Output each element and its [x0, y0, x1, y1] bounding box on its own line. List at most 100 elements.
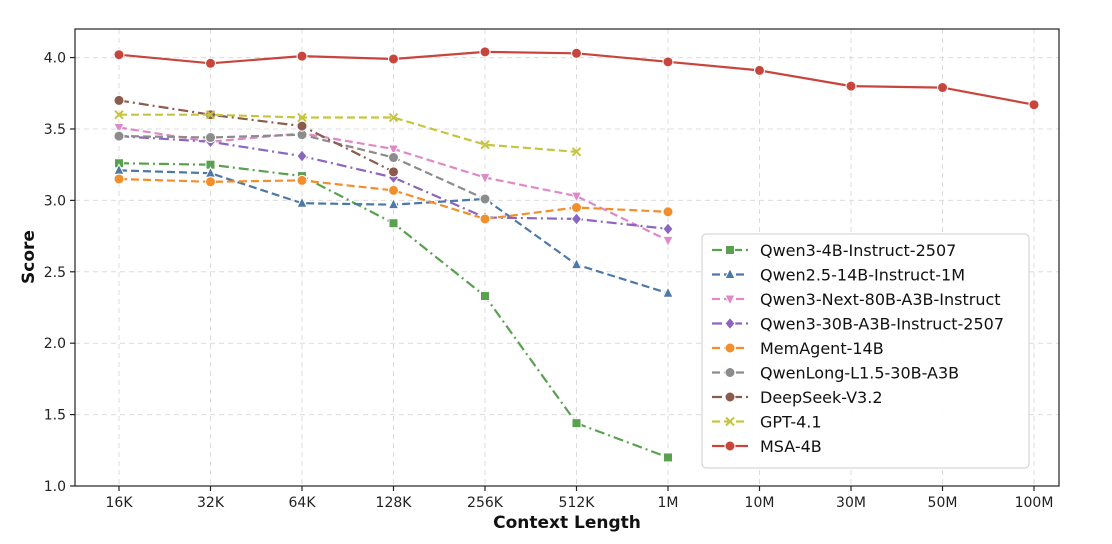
legend-marker [724, 294, 736, 307]
data-point [845, 80, 857, 92]
data-point [113, 49, 125, 61]
data-point [571, 418, 582, 429]
data-point [113, 173, 125, 185]
x-tick-label: 50M [928, 495, 958, 511]
legend-marker [724, 342, 736, 354]
data-point [662, 235, 674, 248]
x-tick-label: 128K [376, 495, 413, 511]
data-point [113, 123, 125, 135]
data-point [387, 197, 400, 210]
legend-label: Qwen3-Next-80B-A3B-Instruct [760, 290, 1001, 309]
x-tick-label: 64K [289, 495, 317, 511]
series-msa-4b [113, 46, 1040, 111]
legend-label: DeepSeek-V3.2 [760, 388, 883, 407]
legend-marker [725, 416, 735, 427]
data-point [388, 184, 399, 196]
data-point [571, 202, 582, 214]
data-point [113, 94, 125, 106]
y-tick-label: 4.0 [44, 51, 66, 67]
data-point [297, 112, 307, 123]
data-point [479, 213, 491, 225]
legend-marker [724, 367, 736, 378]
data-point [114, 109, 124, 120]
data-point [205, 57, 216, 69]
x-tick-label: 16K [106, 495, 134, 511]
data-point [480, 139, 490, 150]
data-point [479, 46, 491, 58]
legend-label: QwenLong-L1.5-30B-A3B [760, 364, 959, 383]
legend-marker [724, 440, 736, 452]
data-point [113, 130, 125, 142]
x-tick-label: 256K [467, 495, 504, 511]
legend-item: MemAgent-14B [712, 339, 884, 358]
legend-label: Qwen3-4B-Instruct-2507 [760, 241, 956, 260]
plot-frame [74, 28, 1060, 487]
data-point [296, 120, 308, 132]
series-layer [113, 46, 1040, 463]
data-point [570, 191, 583, 204]
legend-marker [724, 267, 736, 279]
legend-marker [724, 316, 736, 331]
data-point [662, 206, 674, 218]
series-gpt-4-1 [114, 109, 582, 157]
data-point [387, 144, 400, 157]
data-point [571, 47, 582, 59]
legend-label: MSA-4B [760, 437, 822, 456]
legend-label: Qwen2.5-14B-Instruct-1M [760, 266, 965, 285]
series-line [118, 99, 394, 173]
legend: Qwen3-4B-Instruct-2507 Qwen2.5-14B-Instru… [701, 233, 1030, 469]
y-tick-label: 1.0 [44, 479, 66, 495]
data-point [662, 286, 674, 298]
legend-box [701, 233, 1030, 469]
legend-marker [724, 391, 736, 403]
legend-item: GPT-4.1 [712, 413, 822, 432]
y-tick-label: 2.5 [44, 265, 66, 281]
legend-item: Qwen3-4B-Instruct-2507 [712, 241, 956, 260]
data-point [479, 193, 491, 205]
data-point [388, 53, 399, 65]
y-tick-label: 2.0 [44, 336, 66, 352]
x-tick-label: 32K [197, 495, 225, 511]
x-tick-label: 512K [559, 495, 596, 511]
data-point [388, 218, 399, 229]
data-point [388, 166, 399, 178]
data-point [296, 196, 308, 208]
legend-item: DeepSeek-V3.2 [712, 388, 883, 407]
data-point [480, 291, 490, 302]
legend-item: Qwen2.5-14B-Instruct-1M [712, 266, 965, 285]
y-tick-label: 1.5 [44, 408, 66, 424]
data-point [205, 132, 216, 144]
legend-label: GPT-4.1 [760, 413, 822, 432]
legend-item: Qwen3-Next-80B-A3B-Instruct [712, 290, 1001, 309]
data-point [479, 173, 491, 185]
data-point [663, 452, 673, 463]
series-qwenlong-l1-5-30b-a3b [113, 129, 491, 205]
y-tick-label: 3.0 [44, 193, 66, 209]
x-axis-title: Context Length [493, 513, 641, 533]
data-point [296, 174, 308, 186]
data-point [205, 176, 216, 188]
data-point [570, 212, 583, 226]
data-point [937, 82, 948, 94]
data-point [662, 222, 674, 236]
data-point [205, 109, 216, 120]
x-tick-label: 30M [836, 495, 866, 511]
data-point [754, 64, 765, 76]
data-point [296, 149, 308, 163]
y-axis-title: Score [19, 230, 39, 284]
legend-label: Qwen3-30B-A3B-Instruct-2507 [760, 315, 1004, 334]
data-point [1028, 99, 1040, 111]
data-point [388, 152, 399, 164]
data-point [388, 112, 399, 123]
x-tick-label: 10M [745, 495, 775, 511]
data-point [570, 257, 583, 270]
legend-label: MemAgent-14B [760, 339, 884, 358]
x-tick-label: 100M [1015, 495, 1054, 511]
series-line [119, 113, 577, 153]
series-memagent-14b [113, 173, 674, 225]
legend-item: Qwen3-30B-A3B-Instruct-2507 [712, 315, 1004, 334]
legend-marker [725, 245, 735, 255]
data-point [571, 147, 582, 157]
data-point [662, 56, 674, 68]
